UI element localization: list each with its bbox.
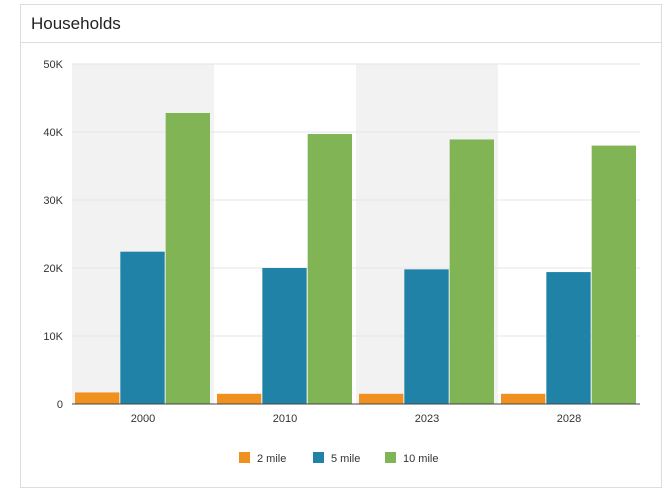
bar-2010-2-mile[interactable]	[217, 393, 262, 404]
bar-2000-2-mile[interactable]	[75, 392, 120, 404]
bars	[75, 112, 636, 405]
x-tick-label: 2028	[557, 413, 581, 425]
y-tick-label: 0	[57, 399, 63, 411]
x-axis-ticks: 2000 2010 2023 2028	[131, 413, 581, 425]
bar-2010-5-mile[interactable]	[262, 268, 307, 404]
bar-2023-2-mile[interactable]	[359, 393, 404, 404]
panel-header: Households	[21, 5, 661, 43]
x-tick-label: 2010	[273, 413, 297, 425]
x-tick-label: 2023	[415, 413, 439, 425]
legend-label[interactable]: 2 mile	[257, 453, 286, 465]
legend-label[interactable]: 5 mile	[331, 453, 360, 465]
y-axis-ticks: 0 10K 20K 30K 40K 50K	[43, 59, 63, 411]
y-tick-label: 50K	[43, 59, 63, 71]
legend-swatch-5-mile[interactable]	[313, 452, 324, 463]
bar-2000-10-mile[interactable]	[165, 112, 210, 405]
legend-label[interactable]: 10 mile	[403, 453, 438, 465]
panel-title: Households	[31, 14, 121, 33]
y-tick-label: 40K	[43, 127, 63, 139]
legend: 2 mile 5 mile 10 mile	[239, 452, 438, 465]
bar-2010-10-mile[interactable]	[307, 134, 352, 405]
bar-2023-5-mile[interactable]	[404, 269, 449, 404]
y-tick-label: 20K	[43, 263, 63, 275]
bar-2028-10-mile[interactable]	[591, 145, 636, 404]
x-tick-label: 2000	[131, 413, 155, 425]
bar-2023-10-mile[interactable]	[449, 139, 494, 405]
bar-2000-5-mile[interactable]	[120, 251, 165, 404]
bar-2028-5-mile[interactable]	[546, 272, 591, 404]
legend-swatch-10-mile[interactable]	[385, 452, 396, 463]
legend-swatch-2-mile[interactable]	[239, 452, 250, 463]
bar-2028-2-mile[interactable]	[501, 393, 546, 404]
y-tick-label: 10K	[43, 331, 63, 343]
y-tick-label: 30K	[43, 195, 63, 207]
